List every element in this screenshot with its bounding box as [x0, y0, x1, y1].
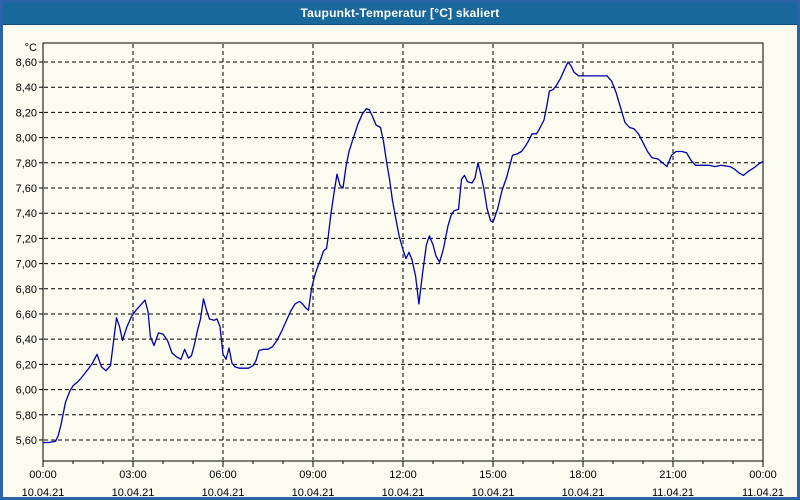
x-tick-time-label: 18:00	[569, 469, 597, 481]
y-tick-label: 6,60	[16, 309, 37, 321]
x-tick-time-label: 12:00	[389, 469, 417, 481]
x-tick-time-label: 06:00	[209, 469, 237, 481]
y-tick-label: 8,60	[16, 57, 37, 69]
title-bar: Taupunkt-Temperatur [°C] skaliert	[3, 3, 797, 25]
x-tick-date-label: 10.04.21	[112, 487, 155, 497]
y-tick-label: 5,80	[16, 410, 37, 422]
plot-border	[42, 42, 764, 462]
plot-area: 5,60 5,80 6,00 6,20 6,40 6,60 6,80 7,00 7,20 7,40…	[16, 42, 784, 497]
x-tick-date-label: 10.04.21	[292, 487, 335, 497]
y-tick-label: 8,40	[16, 82, 37, 94]
x-tick-date-label: 10.04.21	[562, 487, 605, 497]
y-tick-label: 8,00	[16, 133, 37, 145]
y-tick-label: 6,40	[16, 334, 37, 346]
y-tick-label: 5,60	[16, 435, 37, 447]
x-tick-date-label: 10.04.21	[382, 487, 425, 497]
x-tick-date-label: 10.04.21	[472, 487, 515, 497]
x-tick-date-label: 11.04.21	[652, 487, 694, 497]
chart-title: Taupunkt-Temperatur [°C] skaliert	[300, 6, 500, 20]
x-tick-date-label: 10.04.21	[22, 487, 65, 497]
y-tick-label: 7,00	[16, 259, 37, 271]
x-tick-time-label: 15:00	[479, 469, 507, 481]
x-tick-date-label: 11.04.21	[742, 487, 784, 497]
y-tick-label: 6,20	[16, 359, 37, 371]
y-axis-unit-label: °C	[25, 42, 37, 54]
x-tick-time-label: 21:00	[659, 469, 687, 481]
y-tick-label: 7,60	[16, 183, 37, 195]
x-tick-time-label: 03:00	[119, 469, 147, 481]
y-tick-label: 7,20	[16, 233, 37, 245]
data-line	[42, 61, 764, 444]
x-tick-time-label: 09:00	[299, 469, 327, 481]
x-tick-time-label: 00:00	[29, 469, 57, 481]
y-tick-label: 7,80	[16, 158, 37, 170]
y-tick-label: 6,80	[16, 284, 37, 296]
y-tick-label: 6,00	[16, 385, 37, 397]
x-tick-time-label: 00:00	[749, 469, 777, 481]
x-tick-date-label: 10.04.21	[202, 487, 245, 497]
y-tick-label: 8,20	[16, 107, 37, 119]
y-tick-label: 7,40	[16, 208, 37, 220]
